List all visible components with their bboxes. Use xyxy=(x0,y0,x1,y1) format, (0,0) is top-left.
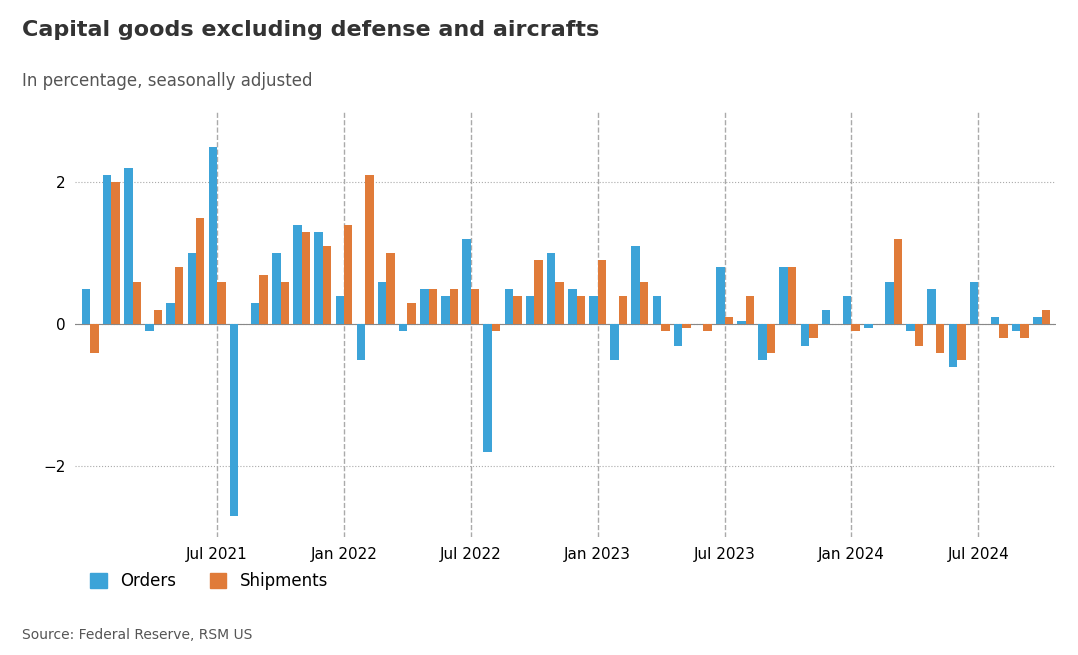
Text: Source: Federal Reserve, RSM US: Source: Federal Reserve, RSM US xyxy=(22,628,252,642)
Bar xyxy=(209,147,217,324)
Bar xyxy=(450,289,458,324)
Bar xyxy=(682,324,691,328)
Bar xyxy=(957,324,966,360)
Bar xyxy=(302,232,310,324)
Bar xyxy=(251,303,260,324)
Bar xyxy=(619,296,627,324)
Bar xyxy=(852,324,860,331)
Text: Capital goods excluding defense and aircrafts: Capital goods excluding defense and airc… xyxy=(22,20,598,40)
Bar xyxy=(821,310,830,324)
Bar xyxy=(610,324,619,360)
Bar xyxy=(810,324,817,339)
Bar xyxy=(111,182,120,324)
Bar xyxy=(652,296,661,324)
Bar xyxy=(991,317,999,324)
Bar xyxy=(293,225,302,324)
Bar xyxy=(166,303,175,324)
Bar xyxy=(272,253,280,324)
Bar xyxy=(758,324,766,360)
Bar xyxy=(716,267,724,324)
Bar xyxy=(91,324,99,352)
Bar xyxy=(484,324,492,452)
Bar xyxy=(505,289,513,324)
Bar xyxy=(124,168,133,324)
Bar xyxy=(441,296,450,324)
Bar xyxy=(280,282,289,324)
Bar xyxy=(154,310,162,324)
Bar xyxy=(1012,324,1021,331)
Bar xyxy=(420,289,429,324)
Legend: Orders, Shipments: Orders, Shipments xyxy=(84,565,335,597)
Bar xyxy=(133,282,141,324)
Bar xyxy=(492,324,500,331)
Bar xyxy=(260,274,267,324)
Bar xyxy=(335,296,344,324)
Bar xyxy=(230,324,238,516)
Bar xyxy=(724,317,733,324)
Bar xyxy=(102,176,111,324)
Bar xyxy=(577,296,585,324)
Bar xyxy=(788,267,797,324)
Bar xyxy=(999,324,1008,339)
Bar xyxy=(82,289,91,324)
Bar xyxy=(1041,310,1050,324)
Bar xyxy=(513,296,522,324)
Bar xyxy=(927,289,936,324)
Bar xyxy=(462,239,471,324)
Bar xyxy=(175,267,183,324)
Bar xyxy=(915,324,923,346)
Bar xyxy=(632,246,640,324)
Bar xyxy=(894,239,902,324)
Bar xyxy=(766,324,775,352)
Bar xyxy=(188,253,196,324)
Bar xyxy=(1033,317,1041,324)
Bar xyxy=(661,324,669,331)
Bar xyxy=(640,282,648,324)
Bar xyxy=(535,261,542,324)
Bar xyxy=(407,303,416,324)
Text: In percentage, seasonally adjusted: In percentage, seasonally adjusted xyxy=(22,72,312,90)
Bar xyxy=(801,324,810,346)
Bar xyxy=(843,296,852,324)
Bar xyxy=(399,324,407,331)
Bar xyxy=(344,225,353,324)
Bar xyxy=(949,324,957,367)
Bar xyxy=(703,324,711,331)
Bar xyxy=(597,261,606,324)
Bar xyxy=(315,232,322,324)
Bar xyxy=(471,289,480,324)
Bar xyxy=(746,296,755,324)
Bar xyxy=(429,289,437,324)
Bar xyxy=(970,282,978,324)
Bar xyxy=(196,217,205,324)
Bar xyxy=(1021,324,1029,339)
Bar xyxy=(590,296,597,324)
Bar xyxy=(568,289,577,324)
Bar xyxy=(885,282,894,324)
Bar xyxy=(737,321,746,324)
Bar xyxy=(907,324,915,331)
Bar xyxy=(365,176,374,324)
Bar xyxy=(555,282,564,324)
Bar xyxy=(146,324,154,331)
Bar xyxy=(865,324,872,328)
Bar xyxy=(322,246,331,324)
Bar xyxy=(674,324,682,346)
Bar xyxy=(547,253,555,324)
Bar xyxy=(936,324,944,352)
Bar xyxy=(526,296,535,324)
Bar xyxy=(377,282,386,324)
Bar xyxy=(779,267,788,324)
Bar xyxy=(386,253,395,324)
Bar xyxy=(357,324,365,360)
Bar xyxy=(217,282,225,324)
